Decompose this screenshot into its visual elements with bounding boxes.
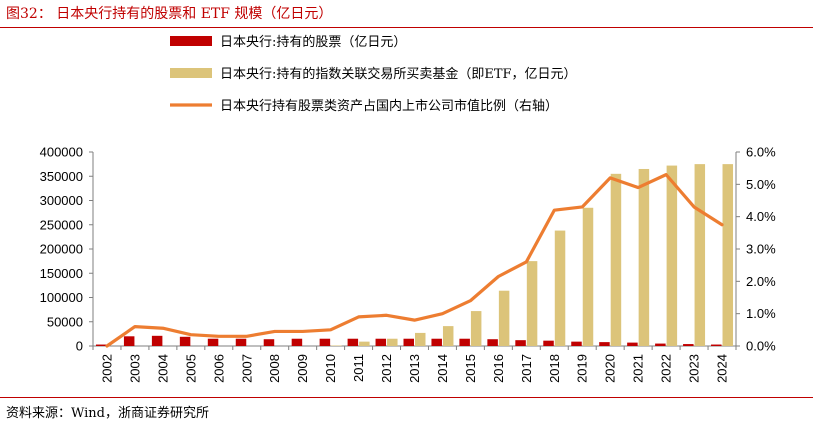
legend-swatch-etf xyxy=(170,68,212,78)
x-tick-label: 2018 xyxy=(547,354,562,383)
x-tick-label: 2013 xyxy=(407,354,422,383)
x-tick-label: 2002 xyxy=(99,354,114,383)
stock-bar xyxy=(431,338,442,346)
x-tick-label: 2009 xyxy=(295,354,310,383)
x-tick-label: 2015 xyxy=(463,354,478,383)
left-tick-label: 350000 xyxy=(40,169,83,184)
left-tick-label: 100000 xyxy=(40,290,83,305)
x-tick-label: 2024 xyxy=(715,354,730,383)
left-tick-label: 50000 xyxy=(47,314,83,329)
legend-label-etf: 日本央行:持有的指数关联交易所买卖基金（即ETF，亿日元） xyxy=(220,66,577,82)
x-tick-label: 2006 xyxy=(211,354,226,383)
source-note: 资料来源：Wind，浙商证券研究所 xyxy=(6,406,209,421)
etf-bar xyxy=(666,165,678,346)
etf-bar xyxy=(498,290,510,346)
stock-bar xyxy=(599,342,610,346)
right-tick-label: 1.0% xyxy=(746,306,776,321)
left-tick-label: 300000 xyxy=(40,193,83,208)
stock-bar xyxy=(571,341,582,346)
etf-bar xyxy=(442,326,454,346)
axes: 0 50000 100000 150000 200000 250000 300000 3500… xyxy=(40,145,776,383)
stock-bar xyxy=(123,336,135,346)
legend-label-stock: 日本央行:持有的股票（亿日元） xyxy=(220,34,406,50)
stock-bar xyxy=(95,344,107,346)
etf-bar xyxy=(694,164,706,346)
x-tick-label: 2007 xyxy=(239,354,254,383)
x-tick-label: 2008 xyxy=(267,354,282,383)
x-tick-label: 2005 xyxy=(183,354,198,383)
right-tick-label: 0.0% xyxy=(746,339,776,354)
left-tick-label: 0 xyxy=(76,339,83,354)
stock-bar xyxy=(347,338,359,346)
x-tick-label: 2020 xyxy=(603,354,618,383)
stock-bar xyxy=(543,340,554,346)
legend-swatch-stock xyxy=(170,36,212,46)
right-tick-label: 4.0% xyxy=(746,209,776,224)
stock-bar xyxy=(683,344,694,346)
stock-bar xyxy=(319,338,331,346)
left-tick-label: 250000 xyxy=(40,217,83,232)
etf-bar xyxy=(470,311,482,346)
bars xyxy=(95,164,734,346)
x-tick-label: 2016 xyxy=(491,354,506,383)
x-tick-label: 2022 xyxy=(659,354,674,383)
etf-bar xyxy=(722,164,734,346)
stock-bar xyxy=(375,338,387,346)
x-tick-label: 2012 xyxy=(379,354,394,383)
right-tick-label: 5.0% xyxy=(746,177,776,192)
figure-title: 图32： 日本央行持有的股票和 ETF 规模（亿日元） xyxy=(6,6,333,22)
etf-bar xyxy=(582,207,594,346)
stock-bar xyxy=(627,342,638,346)
right-tick-label: 6.0% xyxy=(746,145,776,160)
ratio-line-layer xyxy=(105,173,724,348)
right-tick-label: 3.0% xyxy=(746,242,776,257)
stock-bar xyxy=(711,344,722,346)
etf-bar xyxy=(526,261,538,346)
stock-bar xyxy=(403,338,414,346)
x-tick-label: 2010 xyxy=(323,354,338,383)
stock-bar xyxy=(459,338,470,346)
x-tick-label: 2017 xyxy=(519,354,534,383)
right-tick-label: 2.0% xyxy=(746,274,776,289)
left-tick-label: 150000 xyxy=(40,266,83,281)
etf-bar xyxy=(387,338,398,346)
x-tick-label: 2004 xyxy=(155,354,170,383)
etf-bar xyxy=(415,332,426,346)
stock-bar xyxy=(515,340,526,346)
source-divider xyxy=(0,397,813,398)
ratio-line xyxy=(105,173,724,348)
legend: 日本央行:持有的股票（亿日元） 日本央行:持有的指数关联交易所买卖基金（即ETF，… xyxy=(170,34,577,114)
stock-bar xyxy=(207,338,219,346)
stock-bar xyxy=(235,338,247,346)
title-divider xyxy=(0,27,813,28)
left-tick-label: 200000 xyxy=(40,242,83,257)
legend-label-ratio: 日本央行持有股票类资产占国内上市公司市值比例（右轴） xyxy=(220,98,558,114)
x-tick-label: 2019 xyxy=(575,354,590,383)
stock-bar xyxy=(179,336,191,346)
stock-bar xyxy=(487,339,498,346)
x-tick-label: 2014 xyxy=(435,354,450,383)
x-tick-label: 2021 xyxy=(631,354,646,383)
x-tick-label: 2023 xyxy=(687,354,702,383)
stock-bar xyxy=(291,338,303,346)
left-tick-label: 400000 xyxy=(40,145,83,160)
etf-bar xyxy=(554,230,566,346)
x-tick-label: 2011 xyxy=(351,354,366,382)
etf-bar xyxy=(638,168,650,346)
etf-bar xyxy=(610,173,622,346)
stock-bar xyxy=(263,339,275,346)
stock-bar xyxy=(151,335,163,346)
etf-bar xyxy=(359,341,370,346)
stock-bar xyxy=(655,343,666,346)
x-tick-label: 2003 xyxy=(127,354,142,383)
